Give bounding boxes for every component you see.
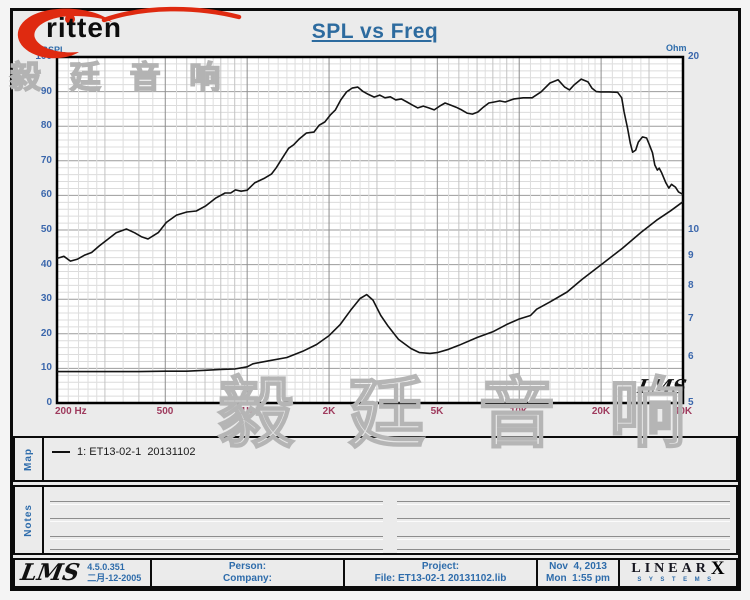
notes-panel-label: Notes [15,487,44,553]
y-right-tick-label: 7 [688,313,694,324]
notes-rule-line [50,536,383,540]
footer-person-cell: Person: Company: [150,560,343,586]
right-axis-unit-label: Ohm [666,43,687,53]
footer-company-label: Company: [223,573,272,584]
footer-date-cell: Nov 4, 2013 Mon 1:55 pm [536,560,618,586]
eritten-logo-text: ritten [46,12,122,43]
y-left-tick-label: 10 [40,362,52,373]
curve-impedance [57,201,683,373]
notes-panel: Notes [13,485,738,555]
footer-project-label: Project: [421,561,460,572]
page-title: SPL vs Freq [311,20,439,43]
notes-rule-line [397,501,730,505]
notes-rule-line [397,536,730,540]
y-left-tick-label: 30 [40,293,52,304]
y-right-tick-label: 10 [688,224,700,235]
x-tick-label: 40K [673,406,693,417]
linearx-x: X [710,558,725,579]
y-right-tick-label: 20 [688,51,700,62]
legend-item: 1: ET13-02-1 20131102 [52,446,195,458]
notes-rule-line [397,549,730,553]
y-right-tick-label: 8 [688,280,694,291]
x-tick-label: 200 Hz [55,406,87,417]
y-left-tick-label: 90 [40,86,52,97]
notes-column-right [397,487,730,553]
y-left-tick-label: 80 [40,120,52,131]
linearx-letters: LINEAR [631,561,710,576]
notes-rule-line [50,501,383,505]
footer-date: Nov 4, 2013 [549,561,607,572]
map-panel-label-text: Map [23,447,34,471]
footer-time: Mon 1:55 pm [546,573,610,584]
notes-panel-content [44,487,736,553]
plot-border [55,55,685,405]
linearx-logo: LINEAR X [631,558,725,579]
footer-brand-cell: LINEAR X SYSTEMS [618,558,736,586]
legend-line-swatch [52,451,70,453]
y-left-tick-label: 20 [40,328,52,339]
notes-column-left [50,487,383,553]
footer-person-label: Person: [228,561,267,572]
x-tick-label: 2K [322,406,336,417]
x-tick-label: 1K [240,406,254,417]
footer-file-label: File: ET13-02-1 20131102.lib [374,573,507,584]
x-tick-label: 500 [156,406,174,417]
footer-project-cell: Project: File: ET13-02-1 20131102.lib [343,560,536,586]
curve-spl [57,78,683,262]
footer-version: 4.5.0.351 [87,562,125,572]
footer-version-cell: LMS 4.5.0.351 二月-12-2005 [15,559,150,586]
footer-version-block: 4.5.0.351 二月-12-2005 [87,562,141,584]
x-tick-label: 10K [509,406,529,417]
lms-logo-footer: LMS [18,559,82,586]
eritten-logo-swoosh-icon [17,6,242,59]
y-left-tick-label: 70 [40,155,52,166]
linearx-systems-text: SYSTEMS [637,577,719,583]
notes-panel-label-text: Notes [23,503,34,537]
footer-version-date: 二月-12-2005 [87,573,142,583]
y-left-tick-label: 40 [40,259,52,270]
footer-bar: LMS 4.5.0.351 二月-12-2005 Person: Company… [13,558,738,588]
lms-badge-plot: LMS [636,376,689,398]
notes-rule-line [50,549,383,553]
notes-lines [50,487,730,553]
map-panel: Map 1: ET13-02-1 20131102 [13,436,738,482]
x-tick-label: 5K [430,406,444,417]
y-right-tick-label: 9 [688,250,694,261]
map-panel-content: 1: ET13-02-1 20131102 [44,438,736,480]
map-panel-label: Map [15,438,44,480]
legend-label: 1: ET13-02-1 20131102 [77,446,196,458]
y-left-tick-label: 50 [40,224,52,235]
notes-rule-line [50,518,383,522]
y-right-tick-label: 6 [688,351,694,362]
notes-rule-line [397,518,730,522]
x-tick-label: 20K [591,406,611,417]
y-left-tick-label: 60 [40,189,52,200]
y-right-tick-label: 5 [688,397,694,408]
y-left-tick-label: 0 [46,397,52,408]
